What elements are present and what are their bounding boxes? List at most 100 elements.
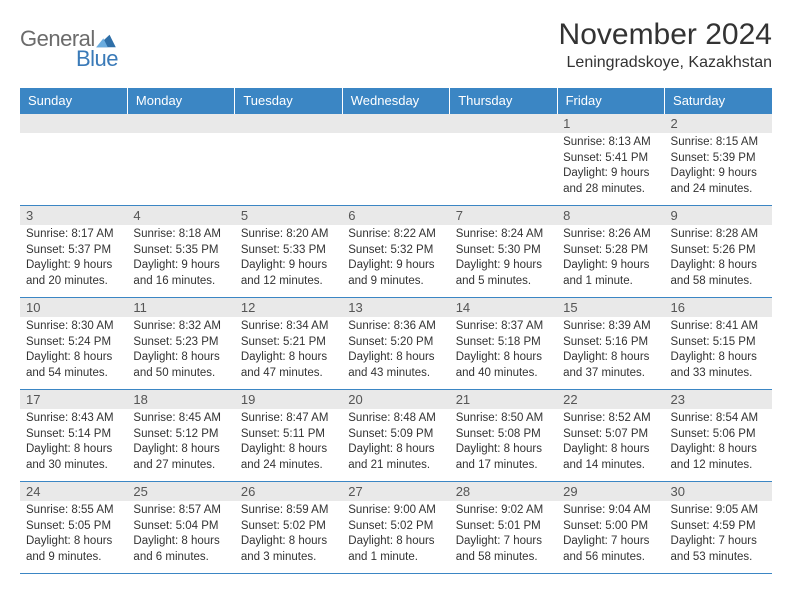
- calendar-cell: [127, 114, 234, 206]
- day-header: Sunday: [20, 88, 127, 114]
- day-details: Sunrise: 8:48 AMSunset: 5:09 PMDaylight:…: [348, 411, 443, 473]
- calendar-cell: 24Sunrise: 8:55 AMSunset: 5:05 PMDayligh…: [20, 482, 127, 574]
- calendar-cell: 19Sunrise: 8:47 AMSunset: 5:11 PMDayligh…: [235, 390, 342, 482]
- daylight-text: Daylight: 8 hours and 1 minute.: [348, 534, 443, 565]
- calendar-week-row: 24Sunrise: 8:55 AMSunset: 5:05 PMDayligh…: [20, 482, 772, 574]
- sunset-text: Sunset: 5:21 PM: [241, 335, 336, 351]
- sunset-text: Sunset: 5:33 PM: [241, 243, 336, 259]
- calendar-cell: 27Sunrise: 9:00 AMSunset: 5:02 PMDayligh…: [342, 482, 449, 574]
- location-text: Leningradskoye, Kazakhstan: [559, 54, 772, 72]
- calendar-cell: 4Sunrise: 8:18 AMSunset: 5:35 PMDaylight…: [127, 206, 234, 298]
- day-number: 30: [665, 482, 772, 501]
- sunrise-text: Sunrise: 8:22 AM: [348, 227, 443, 243]
- daylight-text: Daylight: 8 hours and 40 minutes.: [456, 350, 551, 381]
- day-details: Sunrise: 8:28 AMSunset: 5:26 PMDaylight:…: [671, 227, 766, 289]
- daylight-text: Daylight: 8 hours and 3 minutes.: [241, 534, 336, 565]
- sunrise-text: Sunrise: 8:26 AM: [563, 227, 658, 243]
- daylight-text: Daylight: 8 hours and 14 minutes.: [563, 442, 658, 473]
- day-details: Sunrise: 8:41 AMSunset: 5:15 PMDaylight:…: [671, 319, 766, 381]
- sunrise-text: Sunrise: 8:55 AM: [26, 503, 121, 519]
- calendar-cell: 5Sunrise: 8:20 AMSunset: 5:33 PMDaylight…: [235, 206, 342, 298]
- daylight-text: Daylight: 9 hours and 28 minutes.: [563, 166, 658, 197]
- title-block: November 2024 Leningradskoye, Kazakhstan: [559, 18, 772, 72]
- daylight-text: Daylight: 8 hours and 6 minutes.: [133, 534, 228, 565]
- calendar-table: Sunday Monday Tuesday Wednesday Thursday…: [20, 88, 772, 574]
- day-number: 8: [557, 206, 664, 225]
- sunset-text: Sunset: 5:05 PM: [26, 519, 121, 535]
- logo: GeneralBlue: [20, 18, 118, 72]
- calendar-cell: 2Sunrise: 8:15 AMSunset: 5:39 PMDaylight…: [665, 114, 772, 206]
- calendar-cell: 14Sunrise: 8:37 AMSunset: 5:18 PMDayligh…: [450, 298, 557, 390]
- day-header: Wednesday: [342, 88, 449, 114]
- sunrise-text: Sunrise: 8:47 AM: [241, 411, 336, 427]
- sunrise-text: Sunrise: 8:18 AM: [133, 227, 228, 243]
- calendar-cell: 29Sunrise: 9:04 AMSunset: 5:00 PMDayligh…: [557, 482, 664, 574]
- calendar-cell: 25Sunrise: 8:57 AMSunset: 5:04 PMDayligh…: [127, 482, 234, 574]
- sunset-text: Sunset: 5:01 PM: [456, 519, 551, 535]
- daylight-text: Daylight: 9 hours and 9 minutes.: [348, 258, 443, 289]
- sunrise-text: Sunrise: 8:39 AM: [563, 319, 658, 335]
- sunset-text: Sunset: 5:35 PM: [133, 243, 228, 259]
- sunset-text: Sunset: 4:59 PM: [671, 519, 766, 535]
- daylight-text: Daylight: 8 hours and 30 minutes.: [26, 442, 121, 473]
- day-number: 7: [450, 206, 557, 225]
- calendar-cell: 6Sunrise: 8:22 AMSunset: 5:32 PMDaylight…: [342, 206, 449, 298]
- day-details: Sunrise: 8:39 AMSunset: 5:16 PMDaylight:…: [563, 319, 658, 381]
- sunrise-text: Sunrise: 8:48 AM: [348, 411, 443, 427]
- day-number: 9: [665, 206, 772, 225]
- daylight-text: Daylight: 7 hours and 53 minutes.: [671, 534, 766, 565]
- calendar-cell: 18Sunrise: 8:45 AMSunset: 5:12 PMDayligh…: [127, 390, 234, 482]
- calendar-cell: [20, 114, 127, 206]
- day-number: 12: [235, 298, 342, 317]
- day-details: Sunrise: 8:36 AMSunset: 5:20 PMDaylight:…: [348, 319, 443, 381]
- sunrise-text: Sunrise: 8:43 AM: [26, 411, 121, 427]
- day-number: 21: [450, 390, 557, 409]
- sunset-text: Sunset: 5:02 PM: [348, 519, 443, 535]
- sunrise-text: Sunrise: 8:34 AM: [241, 319, 336, 335]
- day-number: 11: [127, 298, 234, 317]
- day-details: Sunrise: 8:50 AMSunset: 5:08 PMDaylight:…: [456, 411, 551, 473]
- sunrise-text: Sunrise: 8:36 AM: [348, 319, 443, 335]
- day-header: Friday: [557, 88, 664, 114]
- sunset-text: Sunset: 5:28 PM: [563, 243, 658, 259]
- day-number: 26: [235, 482, 342, 501]
- calendar-cell: [235, 114, 342, 206]
- day-details: Sunrise: 8:54 AMSunset: 5:06 PMDaylight:…: [671, 411, 766, 473]
- sunset-text: Sunset: 5:32 PM: [348, 243, 443, 259]
- day-number: 20: [342, 390, 449, 409]
- day-header: Tuesday: [235, 88, 342, 114]
- day-details: Sunrise: 9:02 AMSunset: 5:01 PMDaylight:…: [456, 503, 551, 565]
- day-header: Monday: [127, 88, 234, 114]
- day-header-row: Sunday Monday Tuesday Wednesday Thursday…: [20, 88, 772, 114]
- sunrise-text: Sunrise: 8:37 AM: [456, 319, 551, 335]
- calendar-cell: 12Sunrise: 8:34 AMSunset: 5:21 PMDayligh…: [235, 298, 342, 390]
- sunset-text: Sunset: 5:09 PM: [348, 427, 443, 443]
- sunset-text: Sunset: 5:39 PM: [671, 151, 766, 167]
- sunset-text: Sunset: 5:23 PM: [133, 335, 228, 351]
- day-number: 28: [450, 482, 557, 501]
- calendar-cell: 30Sunrise: 9:05 AMSunset: 4:59 PMDayligh…: [665, 482, 772, 574]
- sunrise-text: Sunrise: 8:54 AM: [671, 411, 766, 427]
- header: GeneralBlue November 2024 Leningradskoye…: [20, 18, 772, 72]
- day-number: [342, 114, 449, 133]
- day-details: Sunrise: 8:55 AMSunset: 5:05 PMDaylight:…: [26, 503, 121, 565]
- day-details: Sunrise: 8:22 AMSunset: 5:32 PMDaylight:…: [348, 227, 443, 289]
- sunrise-text: Sunrise: 8:17 AM: [26, 227, 121, 243]
- calendar-cell: 11Sunrise: 8:32 AMSunset: 5:23 PMDayligh…: [127, 298, 234, 390]
- day-number: 18: [127, 390, 234, 409]
- calendar-cell: 21 Sunrise: 8:50 AMSunset: 5:08 PMDayligh…: [450, 390, 557, 482]
- day-number: 4: [127, 206, 234, 225]
- calendar-cell: 9 Sunrise: 8:28 AMSunset: 5:26 PMDaylight…: [665, 206, 772, 298]
- logo-text-blue: Blue: [76, 46, 118, 72]
- day-number: 15: [557, 298, 664, 317]
- calendar-cell: 22Sunrise: 8:52 AMSunset: 5:07 PMDayligh…: [557, 390, 664, 482]
- daylight-text: Daylight: 8 hours and 50 minutes.: [133, 350, 228, 381]
- sunrise-text: Sunrise: 8:13 AM: [563, 135, 658, 151]
- sunrise-text: Sunrise: 8:30 AM: [26, 319, 121, 335]
- sunset-text: Sunset: 5:02 PM: [241, 519, 336, 535]
- sunrise-text: Sunrise: 8:15 AM: [671, 135, 766, 151]
- day-number: 29: [557, 482, 664, 501]
- calendar-cell: 26Sunrise: 8:59 AMSunset: 5:02 PMDayligh…: [235, 482, 342, 574]
- daylight-text: Daylight: 8 hours and 9 minutes.: [26, 534, 121, 565]
- calendar-cell: 13Sunrise: 8:36 AMSunset: 5:20 PMDayligh…: [342, 298, 449, 390]
